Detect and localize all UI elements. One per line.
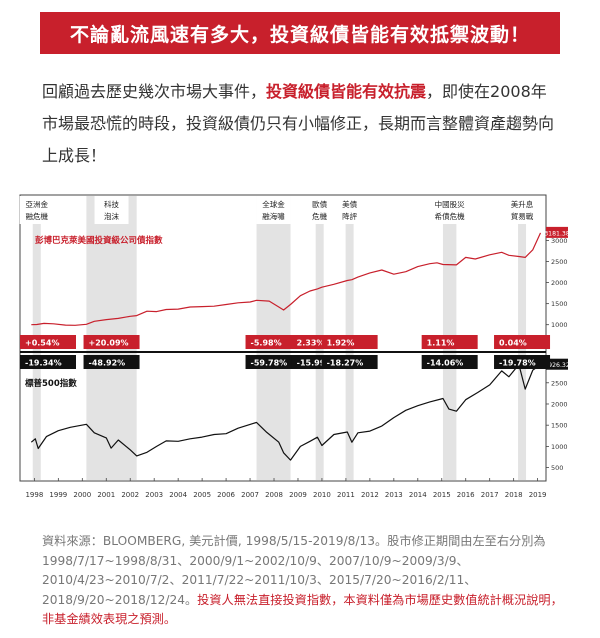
x-tick-label: 2019: [529, 491, 547, 499]
footnote: 資料來源：BLOOMBERG, 美元計價, 1998/5/15-2019/8/1…: [42, 532, 572, 630]
event-label-box: [256, 196, 291, 224]
stock-change-badge: [245, 355, 302, 369]
event-label: 希債危機: [435, 211, 465, 221]
event-label: 亞洲金: [26, 199, 49, 209]
event-label: 歐債: [312, 199, 327, 209]
x-tick-label: 1999: [49, 491, 67, 499]
event-label-box: [19, 196, 54, 224]
stock-change-label: -14.06%: [427, 359, 464, 368]
last-value-label: 2926.32: [544, 362, 570, 369]
event-label: 全球金: [262, 199, 285, 209]
bond-change-badge: [421, 335, 478, 349]
x-tick-label: 2005: [193, 491, 211, 499]
y-tick-label: 3000: [551, 237, 568, 245]
x-tick-label: 2003: [145, 491, 163, 499]
y-tick-label: 2000: [551, 279, 568, 287]
event-label-box: [432, 196, 467, 224]
y-tick-label: 2500: [551, 379, 568, 387]
x-tick-label: 2014: [409, 491, 427, 499]
intro-paragraph: 回顧過去歷史幾次市場大事件，投資級債皆能有效抗震，即使在2008年市場最恐慌的時…: [42, 76, 562, 172]
intro-highlight: 投資級債皆能有效抗震: [266, 82, 427, 101]
stock-change-badge: [494, 355, 551, 369]
event-label-box: [94, 196, 129, 224]
stock-change-label: -48.92%: [89, 359, 126, 368]
y-tick-label: 1000: [551, 321, 568, 329]
x-tick-label: 2008: [265, 491, 283, 499]
stock-change-badge: [321, 355, 378, 369]
x-tick-label: 2015: [433, 491, 451, 499]
bond-change-label: 2.33%: [297, 339, 325, 348]
bond-change-badge: [321, 335, 378, 349]
series-line: [30, 363, 541, 461]
x-tick-label: 2011: [337, 491, 355, 499]
bond-change-label: +0.54%: [25, 339, 59, 348]
x-tick-label: 2012: [361, 491, 379, 499]
stock-change-label: -59.78%: [251, 359, 288, 368]
x-tick-label: 2007: [241, 491, 259, 499]
x-tick-label: 2006: [217, 491, 235, 499]
footnote-disclaimer: 投資人無法直接投資指數，本資料僅為市場歷史數值統計概況說明，非基金績效表現之預測…: [42, 592, 563, 627]
bond-change-badge: [83, 335, 140, 349]
x-tick-label: 2004: [169, 491, 187, 499]
stock-change-label: -15.99%: [297, 359, 334, 368]
event-label: 降評: [342, 211, 357, 221]
bond-change-label: 1.11%: [427, 339, 455, 348]
last-value-label: 3181.38: [544, 230, 570, 237]
event-label: 中國股災: [435, 199, 465, 209]
stock-change-badge: [83, 355, 140, 369]
headline-text: 不論亂流風速有多大，投資級債皆能有效抵禦波動！: [69, 23, 530, 46]
bond-change-label: -5.98%: [251, 339, 282, 348]
panel-divider: [20, 351, 546, 353]
last-value-badge: [546, 358, 568, 370]
event-label-box: [505, 196, 540, 224]
stock-change-badge: [421, 355, 478, 369]
x-tick-label: 2010: [313, 491, 331, 499]
event-label: 科技: [104, 199, 119, 209]
headline-banner: 不論亂流風速有多大，投資級債皆能有效抵禦波動！: [40, 12, 560, 54]
y-tick-label: 2500: [551, 258, 568, 266]
x-tick-label: 2013: [385, 491, 403, 499]
bond-change-label: 0.04%: [499, 339, 527, 348]
intro-text-2: ，即使在2008年市場最恐慌的時段，投資級債仍只有小幅修正，長期而言整體資產趨勢…: [42, 82, 555, 165]
bond-change-badge: [494, 335, 551, 349]
y-tick-label: 1500: [551, 300, 568, 308]
footnote-source: 資料來源：BLOOMBERG, 美元計價, 1998/5/15-2019/8/1…: [42, 534, 546, 607]
stock-change-label: -19.78%: [499, 359, 536, 368]
event-label: 美升息: [511, 199, 534, 209]
event-label: 泡沫: [104, 211, 119, 221]
stock-change-label: -18.27%: [327, 359, 364, 368]
x-tick-label: 2002: [121, 491, 139, 499]
x-tick-label: 2001: [97, 491, 115, 499]
x-tick-label: 2018: [505, 491, 523, 499]
bond-change-label: 1.92%: [327, 339, 355, 348]
y-tick-label: 500: [551, 464, 563, 472]
event-label: 融危機: [26, 211, 49, 221]
x-tick-label: 2009: [289, 491, 307, 499]
bond-change-badge: [20, 335, 76, 349]
event-label: 危機: [312, 211, 327, 221]
bond-change-label: +20.09%: [89, 339, 129, 348]
x-tick-label: 2017: [481, 491, 499, 499]
x-tick-label: 2000: [73, 491, 91, 499]
chart-container: 亞洲金融危機 科技泡沫 全球金融海嘯 歐債危機 美債降評 中國股災希債危機 美升息貿易戰 10…: [15, 188, 585, 506]
y-tick-label: 2000: [551, 400, 568, 408]
x-tick-label: 1998: [25, 491, 43, 499]
y-tick-label: 1500: [551, 422, 568, 430]
event-label: 美債: [342, 199, 357, 209]
event-label-box: [302, 196, 337, 224]
bond-change-badge: [245, 335, 302, 349]
bond-series-title: 彭博巴克萊美國投資級公司債指數: [35, 235, 163, 246]
stock-change-label: -19.34%: [25, 359, 62, 368]
event-label: 貿易戰: [511, 211, 534, 221]
series-line: [31, 232, 542, 326]
event-label: 融海嘯: [262, 211, 285, 221]
intro-text-1: 回顧過去歷史幾次市場大事件，: [42, 82, 267, 101]
event-label-box: [332, 196, 367, 224]
last-value-badge: [546, 226, 568, 238]
stock-series-title: 標普500指數: [25, 378, 77, 389]
x-tick-label: 2016: [457, 491, 475, 499]
stock-change-badge: [20, 355, 76, 369]
y-tick-label: 1000: [551, 443, 568, 451]
